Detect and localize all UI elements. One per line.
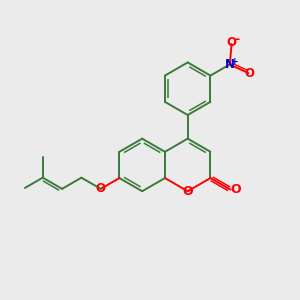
Text: +: +: [231, 57, 239, 66]
Text: O: O: [230, 183, 241, 196]
Text: N: N: [225, 58, 235, 71]
Text: O: O: [96, 182, 106, 195]
Text: -: -: [234, 33, 239, 46]
Text: O: O: [226, 36, 237, 49]
Text: O: O: [182, 185, 193, 198]
Text: O: O: [244, 67, 254, 80]
